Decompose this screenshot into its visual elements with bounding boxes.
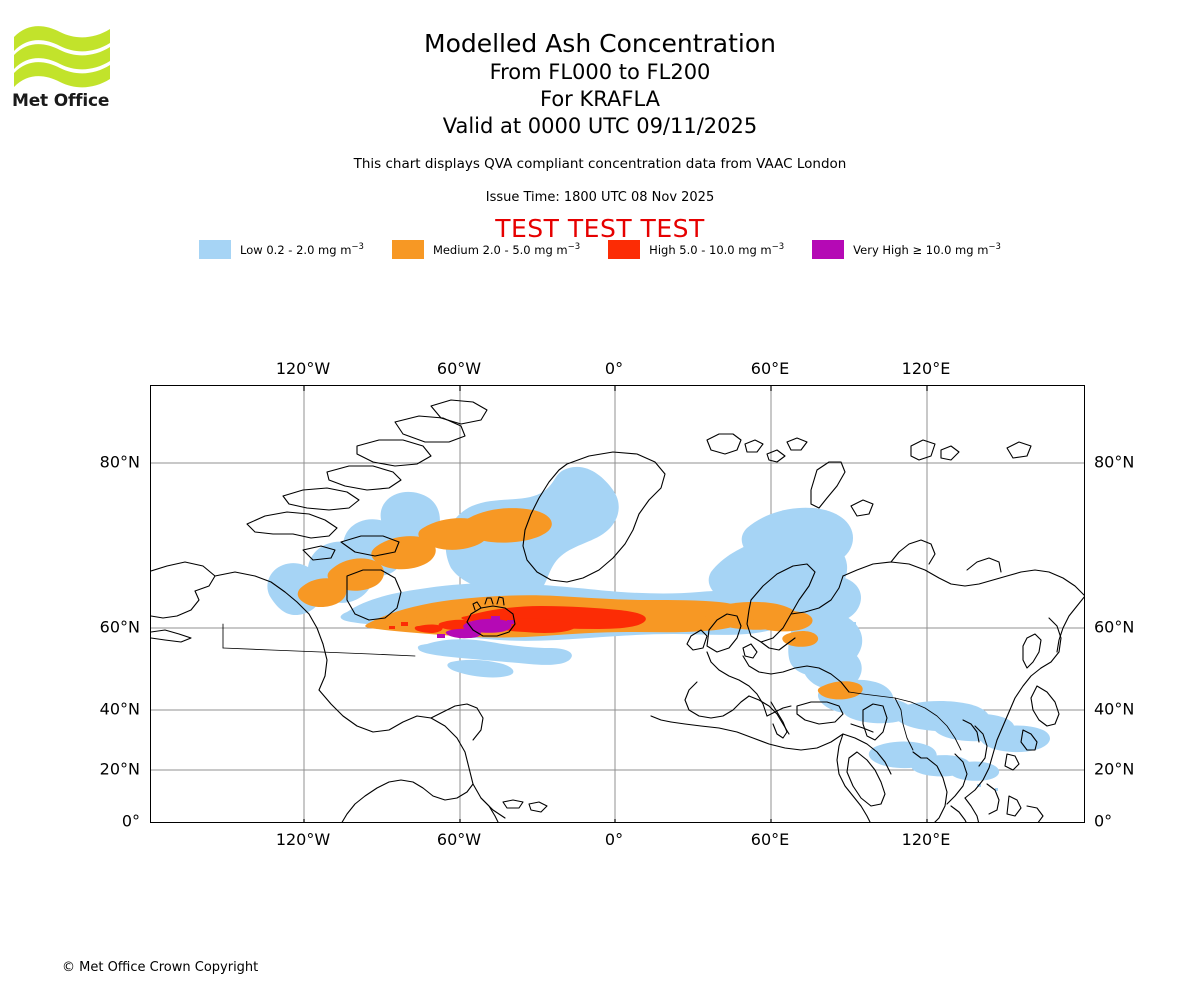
map-edge-ticks xyxy=(303,386,928,822)
test-banner: TEST TEST TEST xyxy=(495,214,705,243)
lon-label-bottom-120w: 120°W xyxy=(275,830,331,849)
concentration-legend: Low 0.2 - 2.0 mg m−3 Medium 2.0 - 5.0 mg… xyxy=(0,240,1200,259)
lon-label-bottom-60w: 60°W xyxy=(436,830,482,849)
lat-label-left-20n: 20°N xyxy=(99,759,140,779)
lat-label-right-80n: 80°N xyxy=(1094,452,1135,472)
lat-label-right-20n: 20°N xyxy=(1094,759,1135,779)
legend-swatch-high xyxy=(608,240,641,259)
legend-swatch-medium xyxy=(391,240,424,259)
lon-label-bottom-60e: 60°E xyxy=(750,830,790,849)
lon-label-top-60w: 60°W xyxy=(436,359,482,378)
map-canvas xyxy=(151,386,1084,822)
met-office-logo: Met Office xyxy=(12,20,112,115)
lat-label-left-80n: 80°N xyxy=(99,452,140,472)
met-office-waves-icon xyxy=(14,26,110,88)
map-coastlines xyxy=(151,399,1084,822)
met-office-logo-text: Met Office xyxy=(12,91,110,111)
legend-item-very-high: Very High ≥ 10.0 mg m−3 xyxy=(812,240,1001,259)
chart-header: Modelled Ash Concentration From FL000 to… xyxy=(0,28,1200,140)
lon-label-bottom-120e: 120°E xyxy=(901,830,951,849)
ash-contour-very-high xyxy=(437,616,514,639)
flight-level-range: From FL000 to FL200 xyxy=(489,60,711,84)
lat-label-left-0: 0° xyxy=(121,811,140,831)
lat-label-right-60n: 60°N xyxy=(1094,617,1135,637)
legend-label-high: High 5.0 - 10.0 mg m−3 xyxy=(649,242,785,257)
lat-label-right-40n: 40°N xyxy=(1094,699,1135,719)
legend-swatch-very-high xyxy=(812,240,845,259)
legend-item-low: Low 0.2 - 2.0 mg m−3 xyxy=(199,240,364,259)
lon-label-top-60e: 60°E xyxy=(750,359,790,378)
valid-time: Valid at 0000 UTC 09/11/2025 xyxy=(442,114,758,138)
issue-time: Issue Time: 1800 UTC 08 Nov 2025 xyxy=(485,190,715,205)
legend-item-medium: Medium 2.0 - 5.0 mg m−3 xyxy=(391,240,581,259)
lat-label-left-40n: 40°N xyxy=(99,699,140,719)
copyright-notice: © Met Office Crown Copyright xyxy=(62,960,259,975)
lat-label-left-60n: 60°N xyxy=(99,617,140,637)
volcano-name: For KRAFLA xyxy=(540,87,660,111)
lon-label-bottom-0: 0° xyxy=(604,830,624,849)
chart-note: This chart displays QVA compliant concen… xyxy=(353,156,847,172)
legend-label-medium: Medium 2.0 - 5.0 mg m−3 xyxy=(432,242,581,257)
legend-label-low: Low 0.2 - 2.0 mg m−3 xyxy=(240,242,364,257)
lon-label-top-0: 0° xyxy=(604,359,624,378)
lon-label-top-120e: 120°E xyxy=(901,359,951,378)
map-frame xyxy=(150,385,1085,823)
ash-plume-layer xyxy=(267,466,1050,791)
legend-label-very-high: Very High ≥ 10.0 mg m−3 xyxy=(853,242,1001,257)
legend-item-high: High 5.0 - 10.0 mg m−3 xyxy=(608,240,784,259)
ash-concentration-map xyxy=(150,385,1085,823)
legend-swatch-low xyxy=(199,240,232,259)
lon-label-top-120w: 120°W xyxy=(275,359,331,378)
page-title: Modelled Ash Concentration xyxy=(424,29,776,58)
lat-label-right-0: 0° xyxy=(1094,811,1113,831)
